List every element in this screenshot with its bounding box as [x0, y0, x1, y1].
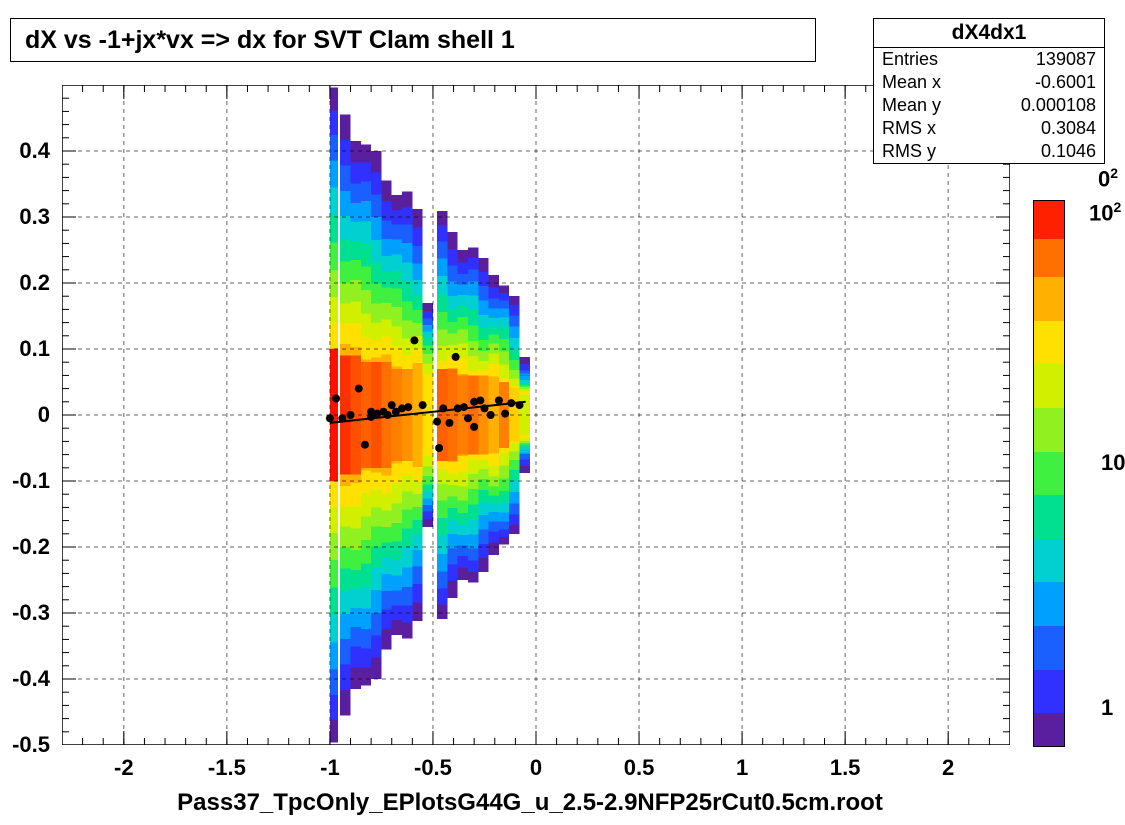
colorbar-segment: [1034, 539, 1064, 583]
y-tick-label: -0.3: [12, 600, 50, 626]
colorbar-segment: [1034, 364, 1064, 408]
y-tick-label: 0.4: [19, 138, 50, 164]
x-tick-label: -2: [114, 755, 134, 781]
colorbar-segment: [1034, 452, 1064, 496]
y-tick-label: 0: [38, 402, 50, 428]
y-tick-label: -0.5: [12, 732, 50, 758]
y-tick-label: 0.1: [19, 336, 50, 362]
x-tick-label: -1: [320, 755, 340, 781]
colorbar-segment: [1034, 201, 1064, 239]
y-tick-label: -0.4: [12, 666, 50, 692]
colorbar-segment: [1034, 670, 1064, 714]
stats-row: Mean x-0.6001: [874, 71, 1104, 94]
colorbar-segment: [1034, 495, 1064, 539]
colorbar-label: 1: [1101, 695, 1113, 721]
colorbar-segment: [1034, 582, 1064, 626]
x-tick-label: 2: [942, 755, 954, 781]
colorbar-label: 10: [1101, 450, 1125, 476]
plot-title: dX vs -1+jx*vx => dx for SVT Clam shell …: [10, 18, 816, 62]
stats-row: Entries139087: [874, 48, 1104, 71]
root-canvas: dX vs -1+jx*vx => dx for SVT Clam shell …: [0, 0, 1125, 825]
x-tick-label: 1.5: [830, 755, 861, 781]
plot-svg: [62, 85, 1010, 745]
x-tick-label: -0.5: [414, 755, 452, 781]
bottom-caption: Pass37_TpcOnly_EPlotsG44G_u_2.5-2.9NFP25…: [0, 789, 1060, 817]
colorbar: [1033, 200, 1065, 747]
stats-title: dX4dx1: [874, 19, 1104, 48]
x-tick-label: 1: [736, 755, 748, 781]
colorbar-segment: [1034, 408, 1064, 452]
colorbar-segment: [1034, 277, 1064, 321]
plot-area: -2-1.5-1-0.500.511.52 -0.5-0.4-0.3-0.2-0…: [62, 85, 1010, 745]
colorbar-label: 102: [1089, 199, 1121, 226]
stats-row: RMS x0.3084: [874, 117, 1104, 140]
colorbar-segment: [1034, 626, 1064, 670]
y-tick-label: 0.3: [19, 204, 50, 230]
x-tick-label: 0: [530, 755, 542, 781]
y-tick-label: -0.2: [12, 534, 50, 560]
stats-row: RMS y0.1046: [874, 140, 1104, 163]
y-tick-label: 0.2: [19, 270, 50, 296]
y-tick-label: -0.1: [12, 468, 50, 494]
stats-row: Mean y0.000108: [874, 94, 1104, 117]
colorbar-segment: [1034, 239, 1064, 277]
x-tick-label: -1.5: [208, 755, 246, 781]
colorbar-segment: [1034, 321, 1064, 365]
stats-box: dX4dx1 Entries139087Mean x-0.6001Mean y0…: [873, 18, 1105, 164]
colorbar-label-cropped: 02: [1098, 165, 1118, 192]
colorbar-segment: [1034, 713, 1064, 746]
x-tick-label: 0.5: [624, 755, 655, 781]
